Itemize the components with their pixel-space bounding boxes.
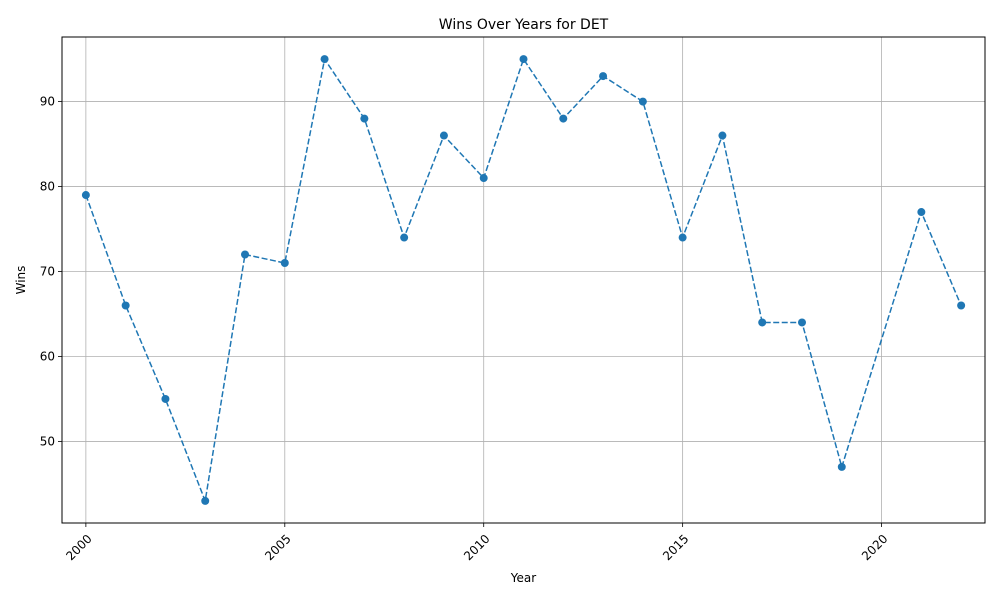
data-point bbox=[320, 55, 329, 64]
data-point bbox=[479, 174, 488, 183]
data-point bbox=[559, 114, 568, 123]
data-point bbox=[678, 233, 687, 242]
data-point bbox=[519, 55, 528, 64]
data-point bbox=[241, 250, 250, 259]
chart-title: Wins Over Years for DET bbox=[439, 17, 609, 33]
data-point bbox=[81, 191, 90, 200]
data-point bbox=[638, 97, 647, 106]
data-point bbox=[797, 318, 806, 327]
plot-frame bbox=[61, 36, 986, 524]
y-tick-label: 70 bbox=[40, 265, 55, 279]
grid bbox=[62, 37, 985, 523]
series-line-group bbox=[81, 55, 966, 505]
data-point bbox=[439, 131, 448, 140]
data-point bbox=[837, 462, 846, 471]
data-point bbox=[201, 496, 210, 505]
data-point bbox=[758, 318, 767, 327]
data-point bbox=[957, 301, 966, 310]
y-tick-label: 50 bbox=[40, 434, 55, 448]
data-point bbox=[400, 233, 409, 242]
series-line bbox=[85, 57, 962, 504]
y-axis-label: Wins bbox=[14, 266, 28, 295]
y-tick-label: 80 bbox=[40, 180, 55, 194]
x-axis-label: Year bbox=[510, 571, 536, 585]
data-point bbox=[718, 131, 727, 140]
y-tick-label: 60 bbox=[40, 349, 55, 363]
data-point bbox=[360, 114, 369, 123]
data-point bbox=[121, 301, 130, 310]
data-point bbox=[161, 394, 170, 403]
data-point bbox=[599, 72, 608, 81]
data-point bbox=[917, 208, 926, 217]
y-tick-label: 90 bbox=[40, 95, 55, 109]
data-point bbox=[280, 259, 289, 268]
